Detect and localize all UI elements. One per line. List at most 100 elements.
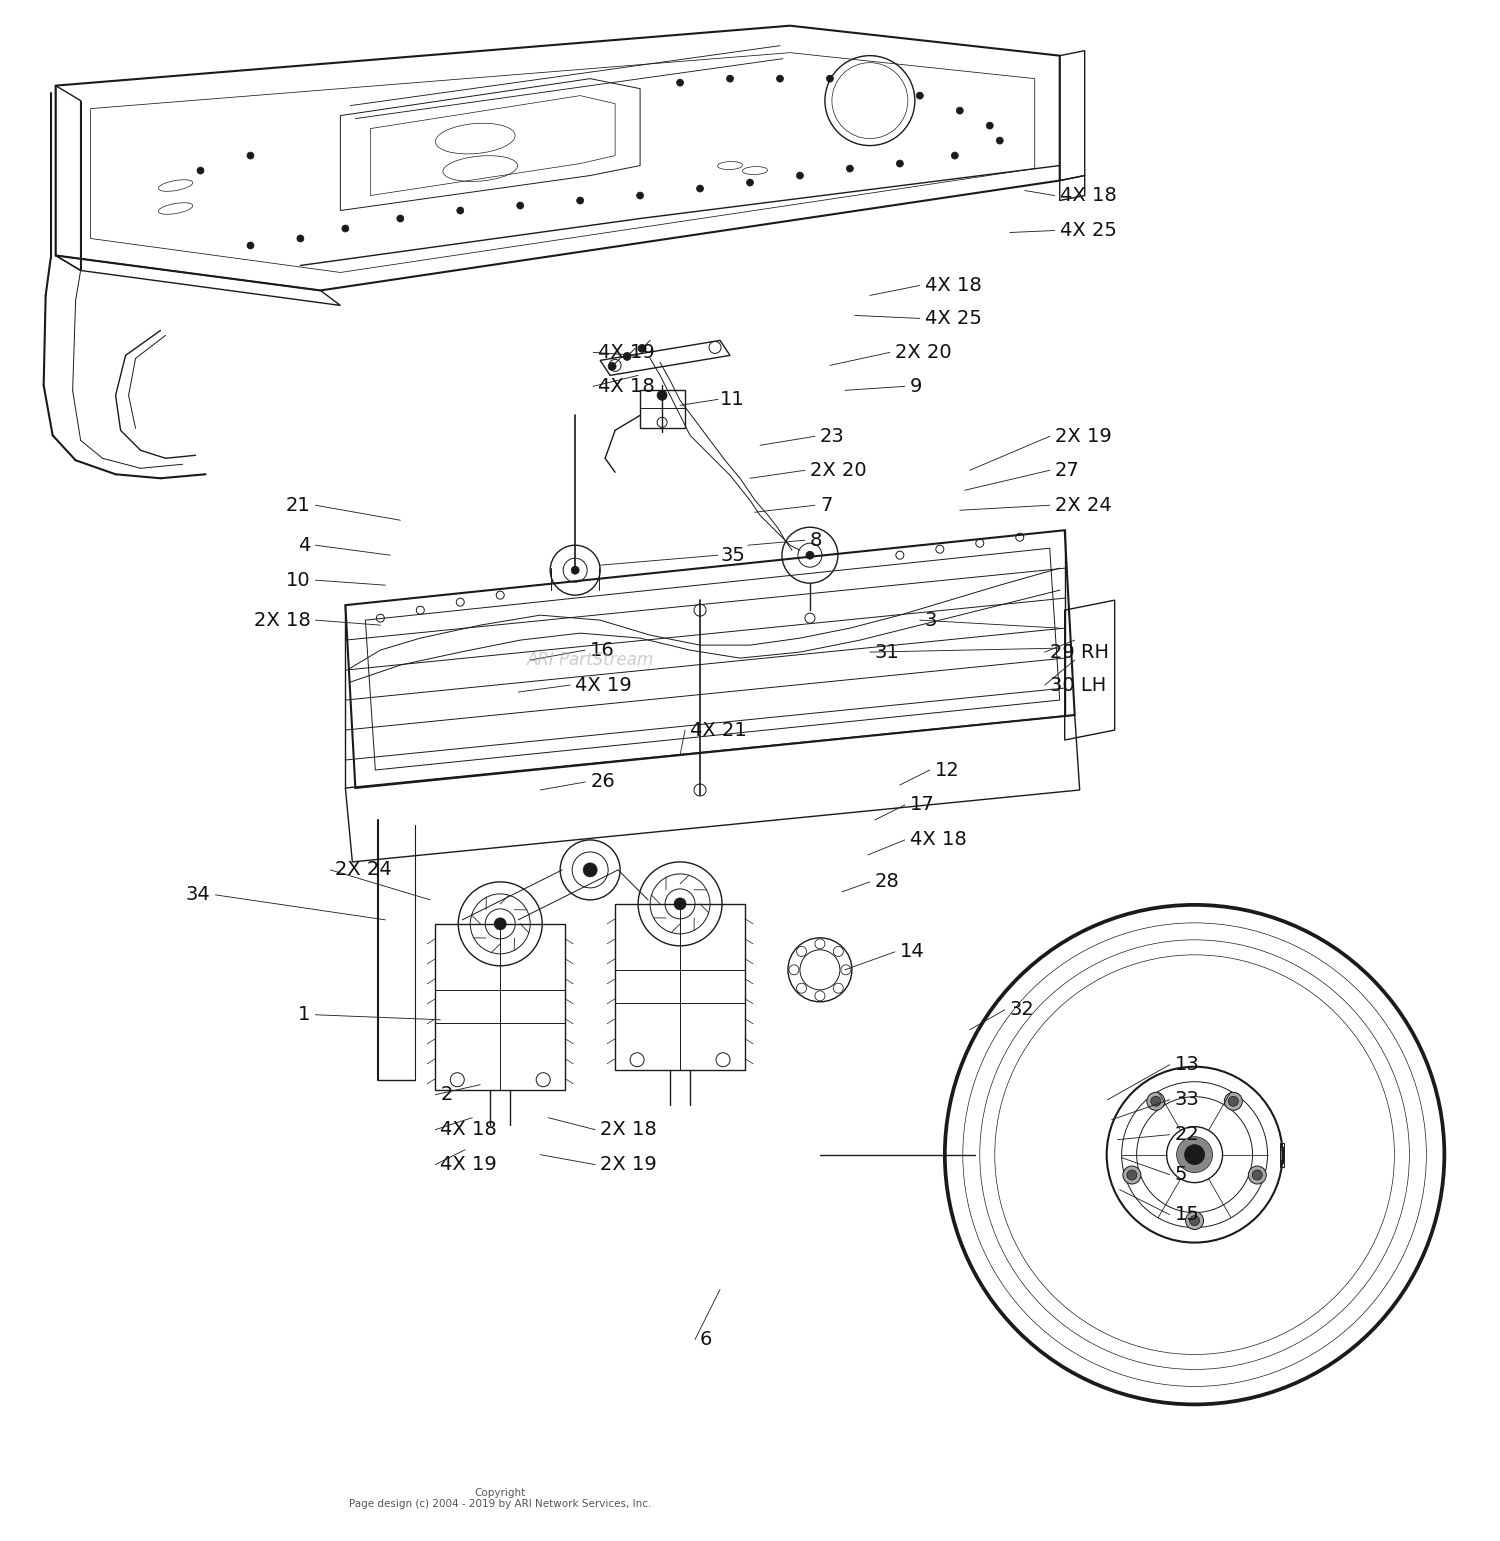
Circle shape — [1150, 1096, 1161, 1106]
Text: 2X 19: 2X 19 — [1054, 427, 1112, 445]
Circle shape — [1224, 1093, 1242, 1110]
Text: 2X 18: 2X 18 — [254, 610, 310, 630]
Text: 23: 23 — [821, 427, 844, 445]
Text: 26: 26 — [590, 772, 615, 792]
Circle shape — [494, 918, 506, 929]
Text: 4X 18: 4X 18 — [598, 378, 656, 396]
Circle shape — [996, 137, 1004, 143]
Text: 30 LH: 30 LH — [1050, 675, 1106, 695]
Text: 29 RH: 29 RH — [1050, 643, 1108, 661]
Circle shape — [608, 362, 616, 370]
Text: 22: 22 — [1174, 1125, 1200, 1143]
Text: 2: 2 — [441, 1085, 453, 1105]
Text: 35: 35 — [720, 546, 746, 564]
Text: 4X 19: 4X 19 — [441, 1156, 497, 1174]
Circle shape — [916, 92, 924, 99]
Text: 21: 21 — [285, 496, 310, 515]
Circle shape — [1126, 1170, 1137, 1180]
Circle shape — [657, 390, 668, 401]
Text: 2X 19: 2X 19 — [600, 1156, 657, 1174]
Circle shape — [827, 76, 834, 82]
Circle shape — [516, 202, 524, 210]
Circle shape — [576, 197, 584, 203]
Text: 7: 7 — [821, 496, 833, 515]
Text: 4X 19: 4X 19 — [598, 344, 656, 362]
Circle shape — [584, 863, 597, 877]
Circle shape — [806, 552, 814, 559]
Text: 4X 25: 4X 25 — [1059, 220, 1116, 240]
Text: 4: 4 — [298, 536, 310, 555]
Text: Copyright
Page design (c) 2004 - 2019 by ARI Network Services, Inc.: Copyright Page design (c) 2004 - 2019 by… — [350, 1487, 651, 1509]
Text: 1: 1 — [298, 1005, 310, 1025]
Text: ARI PartStream: ARI PartStream — [526, 652, 654, 669]
Text: 4X 18: 4X 18 — [926, 276, 981, 294]
Circle shape — [1228, 1096, 1239, 1106]
Circle shape — [1252, 1170, 1263, 1180]
Text: 4X 18: 4X 18 — [910, 831, 966, 849]
Circle shape — [1185, 1211, 1203, 1230]
Circle shape — [987, 122, 993, 129]
Text: 32: 32 — [1010, 1000, 1035, 1019]
Circle shape — [572, 566, 579, 575]
Text: 2X 24: 2X 24 — [1054, 496, 1112, 515]
Circle shape — [248, 153, 254, 159]
Circle shape — [846, 165, 853, 173]
Circle shape — [897, 160, 903, 166]
Bar — [640, 390, 686, 428]
Text: 10: 10 — [286, 570, 310, 590]
Circle shape — [1248, 1167, 1266, 1183]
Circle shape — [1148, 1093, 1166, 1110]
Text: 27: 27 — [1054, 461, 1080, 479]
Circle shape — [636, 193, 644, 199]
Text: 4X 18: 4X 18 — [441, 1120, 497, 1139]
Text: 8: 8 — [810, 530, 822, 550]
Text: 4X 19: 4X 19 — [574, 675, 632, 695]
Text: 14: 14 — [900, 943, 924, 962]
Text: 13: 13 — [1174, 1056, 1200, 1074]
Bar — [1280, 1143, 1284, 1167]
Text: 28: 28 — [874, 872, 900, 891]
Circle shape — [747, 179, 753, 186]
Text: 2X 20: 2X 20 — [896, 344, 951, 362]
Text: 2X 24: 2X 24 — [336, 860, 392, 880]
Text: 4X 21: 4X 21 — [690, 721, 747, 740]
Circle shape — [1190, 1216, 1200, 1225]
Text: 33: 33 — [1174, 1089, 1200, 1110]
Text: 16: 16 — [590, 641, 615, 660]
Circle shape — [1185, 1145, 1204, 1165]
Circle shape — [638, 344, 646, 353]
Circle shape — [676, 79, 684, 86]
Circle shape — [696, 185, 703, 193]
Circle shape — [726, 76, 734, 82]
Circle shape — [196, 166, 204, 174]
Circle shape — [957, 108, 963, 114]
Circle shape — [674, 898, 686, 909]
Circle shape — [1124, 1167, 1142, 1183]
Circle shape — [297, 234, 304, 242]
Text: 15: 15 — [1174, 1205, 1200, 1224]
Circle shape — [458, 206, 464, 214]
Circle shape — [796, 173, 804, 179]
Circle shape — [777, 76, 783, 82]
Circle shape — [951, 153, 958, 159]
Text: 11: 11 — [720, 390, 746, 408]
Text: 5: 5 — [1174, 1165, 1186, 1183]
Text: 4X 25: 4X 25 — [926, 308, 981, 328]
Text: 17: 17 — [910, 795, 934, 815]
Text: 2X 18: 2X 18 — [600, 1120, 657, 1139]
Text: 4X 18: 4X 18 — [1059, 186, 1116, 205]
Text: 2X 20: 2X 20 — [810, 461, 867, 479]
Bar — [1280, 1147, 1282, 1162]
Circle shape — [1176, 1137, 1212, 1173]
Text: 6: 6 — [700, 1330, 712, 1348]
Text: 9: 9 — [910, 378, 922, 396]
Text: 3: 3 — [926, 610, 938, 630]
Circle shape — [398, 216, 404, 222]
Text: 12: 12 — [934, 761, 960, 780]
Circle shape — [622, 353, 632, 361]
Bar — [1280, 1150, 1282, 1160]
Text: 31: 31 — [874, 643, 900, 661]
Circle shape — [342, 225, 350, 233]
Circle shape — [248, 242, 254, 250]
Text: 34: 34 — [186, 886, 210, 905]
